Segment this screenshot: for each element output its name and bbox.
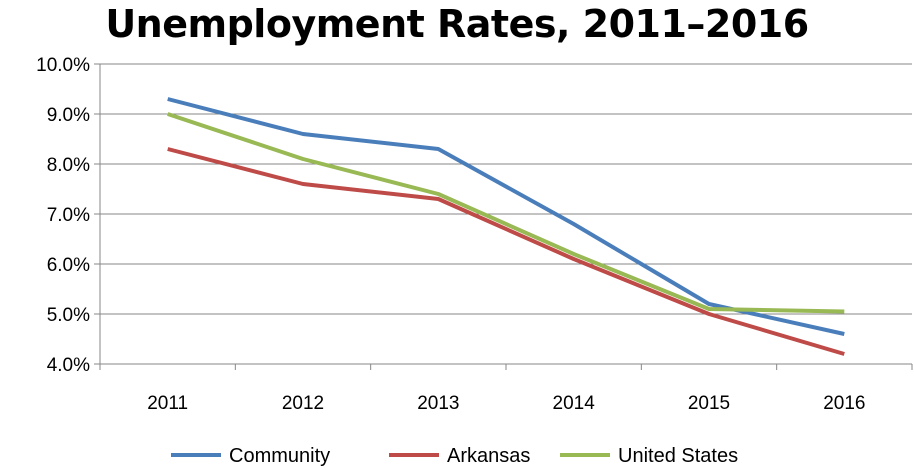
chart-title: Unemployment Rates, 2011–2016 [105,2,809,46]
y-tick-label: 6.0% [47,255,90,276]
x-tick-label: 2012 [282,393,324,414]
series-line-community [167,97,845,336]
gridlines [100,63,912,365]
y-tick-label: 8.0% [47,155,90,176]
x-tick-label: 2016 [823,393,865,414]
legend-label-united-states: United States [618,445,738,467]
legend: Community Arkansas United States [171,445,738,467]
axes: 4.0% 5.0% 6.0% 7.0% 8.0% 9.0% 10.0% 2011 2012 201… [36,55,913,414]
series-line-united-states [167,112,845,314]
y-tick-label: 5.0% [47,305,90,326]
legend-label-community: Community [229,445,330,467]
x-tick-label: 2014 [553,393,596,414]
series-line-arkansas [167,147,845,356]
y-tick-label: 4.0% [47,355,90,376]
series-lines [167,97,845,356]
x-tick-label: 2015 [688,393,730,414]
x-tick-label: 2011 [147,393,188,414]
legend-label-arkansas: Arkansas [447,445,530,467]
y-tick-label: 10.0% [36,55,90,76]
x-tick-label: 2013 [417,393,459,414]
y-tick-label: 7.0% [47,205,90,226]
y-tick-label: 9.0% [47,105,90,126]
